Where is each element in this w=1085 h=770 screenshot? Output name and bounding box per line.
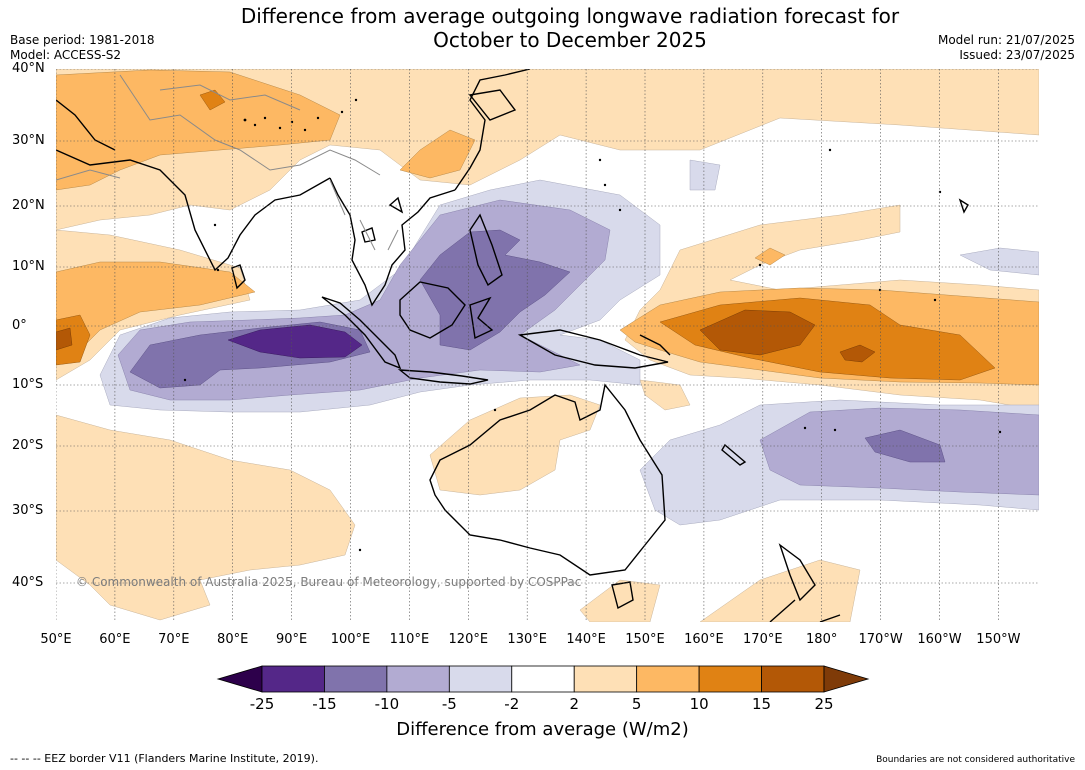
longitude-label: 170°W: [858, 632, 903, 647]
colorbar-cell: [448, 665, 513, 693]
colorbar-cell: [761, 665, 825, 693]
longitude-label: 160°E: [684, 632, 724, 647]
coast-arabia: [56, 99, 116, 151]
meta-right: Model run: 21/07/2025 Issued: 23/07/2025: [938, 33, 1075, 63]
longitude-label: 90°E: [275, 632, 308, 647]
latitude-label: 10°N: [12, 259, 45, 274]
model-name: Model: ACCESS-S2: [10, 48, 122, 62]
coastlines: [56, 69, 969, 622]
issued-date: Issued: 23/07/2025: [959, 48, 1075, 62]
longitude-label: 60°E: [99, 632, 131, 647]
longitude-label: 100°E: [330, 632, 371, 647]
coast-sulawesi: [469, 296, 494, 340]
colorbar-label: Difference from average (W/m2): [396, 719, 689, 740]
colorbar-cell: [386, 665, 450, 693]
base-period: Base period: 1981-2018: [10, 33, 155, 47]
coast-fiji: [958, 198, 969, 214]
colorbar: [216, 665, 870, 693]
coast-japan: [468, 89, 517, 121]
colorbar-tick: -15: [312, 695, 337, 713]
map-title: Difference from average outgoing longwav…: [0, 4, 1085, 52]
longitude-label: 80°E: [217, 632, 249, 647]
latitude-label: 0°: [12, 318, 27, 333]
colorbar-arrow-right: [823, 665, 870, 693]
colorbar-tick: 5: [631, 695, 642, 713]
colorbar-cell: [573, 665, 638, 693]
coast-java: [397, 369, 489, 385]
colorbar-tick: 2: [569, 695, 579, 713]
colorbar-tick: -25: [249, 695, 275, 713]
colorbar-cell: [261, 665, 325, 693]
coast-solomon-islands: [639, 334, 671, 356]
coast-new-zealand-north: [778, 543, 816, 602]
latitude-label: 10°S: [12, 377, 44, 392]
map-area: [56, 69, 1039, 622]
anomaly-fill-deep-orange: [56, 309, 876, 363]
coast-sri-lanka: [231, 264, 246, 290]
coast-philippines: [469, 213, 503, 287]
colorbar-arrow-left: [216, 665, 263, 693]
coast-borneo: [399, 281, 466, 339]
small-islands: [183, 98, 1002, 552]
longitude-label: 130°E: [507, 632, 547, 647]
coast-indochina: [329, 177, 456, 307]
colorbar-tick: -5: [441, 695, 457, 713]
longitude-label: 140°E: [566, 632, 606, 647]
coast-china: [454, 69, 531, 191]
longitude-label: 70°E: [158, 632, 190, 647]
country-borders: [56, 74, 399, 251]
colorbar-cell: [511, 665, 575, 693]
latitude-label: 40°N: [12, 61, 45, 76]
boundary-disclaimer: Boundaries are not considered authoritat…: [876, 755, 1075, 765]
colorbar-tick: 15: [752, 695, 772, 713]
longitude-label: 50°E: [40, 632, 72, 647]
longitude-label: 160°W: [917, 632, 962, 647]
longitude-label: 180°: [806, 632, 838, 647]
colorbar-cell: [698, 665, 762, 693]
coast-new-zealand-south: [769, 599, 841, 622]
coast-hainan: [361, 227, 376, 243]
longitude-label: 110°E: [389, 632, 430, 647]
longitude-label: 170°E: [743, 632, 783, 647]
colorbar-tick: -10: [374, 695, 400, 713]
model-run: Model run: 21/07/2025: [937, 33, 1075, 47]
copyright-notice: © Commonwealth of Australia 2025, Bureau…: [76, 575, 582, 589]
longitude-label: 150°W: [976, 632, 1021, 647]
latitude-label: 30°S: [12, 503, 44, 518]
coast-taiwan: [388, 196, 404, 214]
title-line-1: Difference from average outgoing longwav…: [240, 4, 900, 28]
eez-footnote: -- -- -- EEZ border V11 (Flanders Marine…: [10, 752, 319, 765]
anomaly-fill-dark-purple: [227, 324, 363, 359]
graticule: [56, 69, 1039, 622]
colorbar-cell: [636, 665, 700, 693]
colorbar-tick: -2: [504, 695, 520, 713]
title-line-2: October to December 2025: [433, 28, 707, 52]
longitude-label: 150°E: [625, 632, 665, 647]
colorbar-tick: 25: [814, 695, 834, 713]
longitude-label: 120°E: [448, 632, 489, 647]
coast-new-guinea: [517, 329, 669, 369]
meta-left: Base period: 1981-2018 Model: ACCESS-S2: [10, 33, 155, 63]
latitude-label: 20°N: [12, 198, 45, 213]
colorbar-tick: 10: [689, 695, 709, 713]
latitude-label: 20°S: [12, 438, 44, 453]
colorbar-cell: [324, 665, 388, 693]
latitude-label: 30°N: [12, 133, 45, 148]
coast-sumatra: [321, 296, 402, 370]
latitude-label: 40°S: [12, 575, 44, 590]
coast-indian-subcontinent: [56, 149, 331, 272]
coast-australia: [429, 383, 666, 576]
coast-new-caledonia: [721, 443, 747, 466]
